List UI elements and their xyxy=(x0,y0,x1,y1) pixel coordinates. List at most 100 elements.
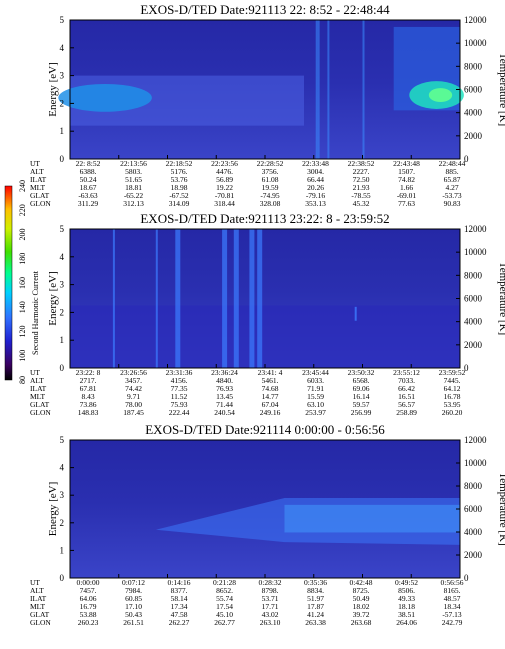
y-tick-label-right: 4000 xyxy=(464,108,483,118)
orbit-value: 67.04 xyxy=(262,400,279,409)
orbit-value: -63.63 xyxy=(78,191,98,200)
orbit-value: 22: 8:52 xyxy=(76,159,101,168)
panel-title: EXOS-D/TED Date:921113 23:22: 8 - 23:59:… xyxy=(140,211,389,226)
orbit-value: 0:07:12 xyxy=(122,578,145,587)
orbit-value: 64.12 xyxy=(444,384,461,393)
orbit-value: -74.95 xyxy=(260,191,280,200)
orbit-value: 16.78 xyxy=(444,392,461,401)
orbit-value: 311.29 xyxy=(78,199,99,208)
orbit-value: 17.87 xyxy=(307,602,324,611)
orbit-value: 256.99 xyxy=(351,408,372,417)
orbit-value: -57.13 xyxy=(442,610,462,619)
colorbar-tick-label: 220 xyxy=(18,204,27,216)
orbit-value: 5461. xyxy=(262,376,279,385)
orbit-value: 71.91 xyxy=(307,384,324,393)
y-tick-label-right: 10000 xyxy=(464,458,487,468)
orbit-row-label: UT xyxy=(30,159,40,168)
orbit-value: 78.00 xyxy=(125,400,142,409)
orbit-value: 0:28:32 xyxy=(259,578,282,587)
orbit-row-label: GLON xyxy=(30,618,51,627)
orbit-row-label: MLT xyxy=(30,392,46,401)
orbit-value: 53.88 xyxy=(80,610,97,619)
orbit-value: 18.18 xyxy=(398,602,415,611)
y-axis-label-right: Temperature [K] xyxy=(497,262,505,335)
orbit-value: 22:38:52 xyxy=(348,159,375,168)
orbit-value: 71.44 xyxy=(216,400,233,409)
orbit-value: 23:59:52 xyxy=(439,368,466,377)
orbit-value: 8652. xyxy=(216,586,233,595)
orbit-value: 74.68 xyxy=(262,384,279,393)
orbit-value: 7033. xyxy=(398,376,415,385)
y-tick-label-right: 12000 xyxy=(464,435,487,445)
orbit-value: 22:48:44 xyxy=(439,159,466,168)
orbit-value: 53.76 xyxy=(171,175,188,184)
orbit-value: 1.66 xyxy=(400,183,413,192)
orbit-row-label: GLAT xyxy=(30,400,50,409)
orbit-value: 69.06 xyxy=(353,384,370,393)
orbit-value: 318.44 xyxy=(214,199,235,208)
orbit-row-label: ILAT xyxy=(30,384,47,393)
orbit-value: 8.43 xyxy=(81,392,94,401)
orbit-value: 51.97 xyxy=(307,594,324,603)
y-axis-label-left: Energy [eV] xyxy=(47,62,59,116)
spike-line xyxy=(175,229,181,368)
y-tick-label-left: 1 xyxy=(60,335,65,345)
y-tick-label-left: 4 xyxy=(60,252,65,262)
orbit-value: -53.73 xyxy=(442,191,462,200)
spike-line xyxy=(315,20,318,159)
y-tick-label-right: 0 xyxy=(464,363,469,373)
orbit-row-label: ALT xyxy=(30,376,44,385)
orbit-value: 0:49:52 xyxy=(395,578,418,587)
colorbar-tick-label: 120 xyxy=(18,326,27,338)
orbit-value: 50.24 xyxy=(80,175,97,184)
y-tick-label-right: 4000 xyxy=(464,527,483,537)
orbit-value: 242.79 xyxy=(442,618,463,627)
colorbar-gradient xyxy=(4,185,13,381)
orbit-value: 67.81 xyxy=(80,384,97,393)
orbit-value: 43.02 xyxy=(262,610,279,619)
orbit-value: 6568. xyxy=(353,376,370,385)
orbit-value: 56.57 xyxy=(398,400,415,409)
y-axis-label-right: Temperature [K] xyxy=(497,53,505,126)
orbit-value: 41.24 xyxy=(307,610,324,619)
orbit-value: 16.79 xyxy=(80,602,97,611)
orbit-value: 1507. xyxy=(398,167,415,176)
y-tick-label-right: 12000 xyxy=(464,15,487,25)
orbit-row-label: ALT xyxy=(30,586,44,595)
orbit-value: 49.33 xyxy=(398,594,415,603)
y-tick-label-left: 3 xyxy=(60,71,65,81)
orbit-value: -69.01 xyxy=(397,191,417,200)
orbit-value: 66.42 xyxy=(398,384,415,393)
orbit-value: 263.68 xyxy=(351,618,372,627)
y-axis-label-right: Temperature [K] xyxy=(497,472,505,545)
orbit-value: 328.08 xyxy=(260,199,281,208)
orbit-value: 8165. xyxy=(444,586,461,595)
orbit-value: 13.45 xyxy=(216,392,233,401)
orbit-value: 253.97 xyxy=(305,408,326,417)
orbit-value: 74.42 xyxy=(125,384,142,393)
spike-line xyxy=(257,229,263,368)
orbit-value: 22:33:48 xyxy=(302,159,329,168)
orbit-value: 5803. xyxy=(125,167,142,176)
orbit-row-label: GLON xyxy=(30,199,51,208)
y-tick-label-left: 5 xyxy=(60,224,65,234)
orbit-value: 76.93 xyxy=(216,384,233,393)
orbit-value: -78.55 xyxy=(351,191,371,200)
y-axis-label-left: Energy [eV] xyxy=(47,271,59,325)
orbit-value: 72.50 xyxy=(353,175,370,184)
orbit-value: 0:00:00 xyxy=(77,578,100,587)
orbit-value: 66.44 xyxy=(307,175,324,184)
orbit-value: 22:13:56 xyxy=(120,159,147,168)
orbit-value: 53.71 xyxy=(262,594,279,603)
orbit-value: 263.38 xyxy=(305,618,326,627)
y-tick-label-right: 10000 xyxy=(464,38,487,48)
orbit-value: 18.67 xyxy=(80,183,97,192)
panel-title: EXOS-D/TED Date:921114 0:00:00 - 0:56:56 xyxy=(145,422,385,437)
orbit-value: -65.22 xyxy=(124,191,144,200)
orbit-value: 18.81 xyxy=(125,183,142,192)
spike-line xyxy=(155,229,158,368)
orbit-value: 262.27 xyxy=(169,618,190,627)
spike-line xyxy=(327,20,330,159)
orbit-value: 19.59 xyxy=(262,183,279,192)
colorbar-tick-label: 140 xyxy=(18,301,27,313)
